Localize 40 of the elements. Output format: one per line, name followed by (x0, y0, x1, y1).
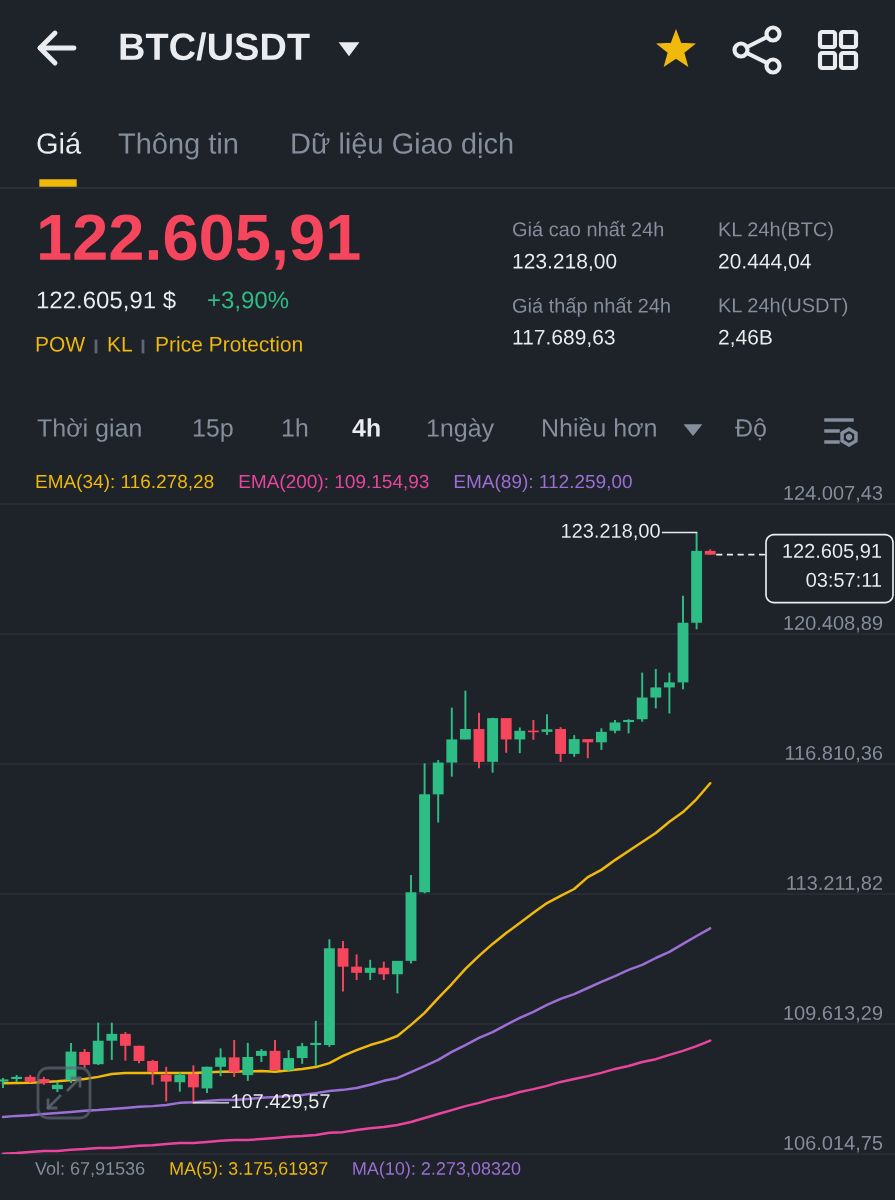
text: MA(5): 3.175,61937 (170, 1161, 328, 1179)
text: Price Protection (156, 336, 302, 352)
text: EMA(89): 112.259,00 (454, 474, 632, 492)
text: 122.605,91 $ (37, 290, 176, 312)
text: MA(10): 2.273,08320 (353, 1161, 521, 1179)
text: 1ngày (427, 418, 495, 442)
text: EMA(200): 109.154,93 (239, 474, 429, 492)
y-tick-label: 106.014,75 (784, 1135, 883, 1153)
text: 2,46B (719, 329, 772, 348)
text: +3,90% (208, 291, 289, 312)
text: Nhiều hơn (543, 417, 656, 437)
text: POW (36, 336, 86, 352)
text: BTC/USDT (120, 32, 310, 61)
text: Giá (37, 132, 82, 154)
y-tick-label: 120.408,89 (784, 615, 883, 633)
text: 117.689,63 (513, 329, 615, 348)
y-tick-label: 116.810,36 (785, 745, 883, 763)
text: Thời gian (37, 418, 141, 442)
text: 123.218,00 (513, 253, 617, 272)
text: Thông tin (118, 132, 238, 160)
y-tick-label: 109.613,29 (784, 1005, 883, 1023)
text: Dữ liệu Giao dịch (292, 132, 513, 158)
y-tick-label: 113.211,82 (787, 875, 883, 893)
text: KL 24h(BTC) (719, 221, 833, 241)
text: 122.605,91 (40, 214, 360, 270)
annotation: 107.429,57 (231, 1094, 330, 1111)
annotation: 123.218,00 (562, 523, 660, 541)
text: 4h (352, 418, 380, 437)
text: KL 24h(USDT) (719, 297, 848, 317)
text: Giá thấp nhất 24h (513, 297, 670, 317)
y-tick-label: 124.007,43 (784, 485, 883, 503)
text: 20.444,04 (719, 253, 811, 272)
text: Độ (735, 418, 766, 441)
text: Giá cao nhất 24h (513, 220, 664, 237)
text: 15p (193, 419, 233, 442)
text: Vol: 67,91536 (35, 1161, 145, 1177)
text: KL (108, 336, 132, 352)
text: 1h (282, 418, 308, 437)
ref-line-label: 122.605,91 03:57:11 (783, 543, 882, 587)
text: EMA(34): 116.278,28 (36, 474, 214, 492)
